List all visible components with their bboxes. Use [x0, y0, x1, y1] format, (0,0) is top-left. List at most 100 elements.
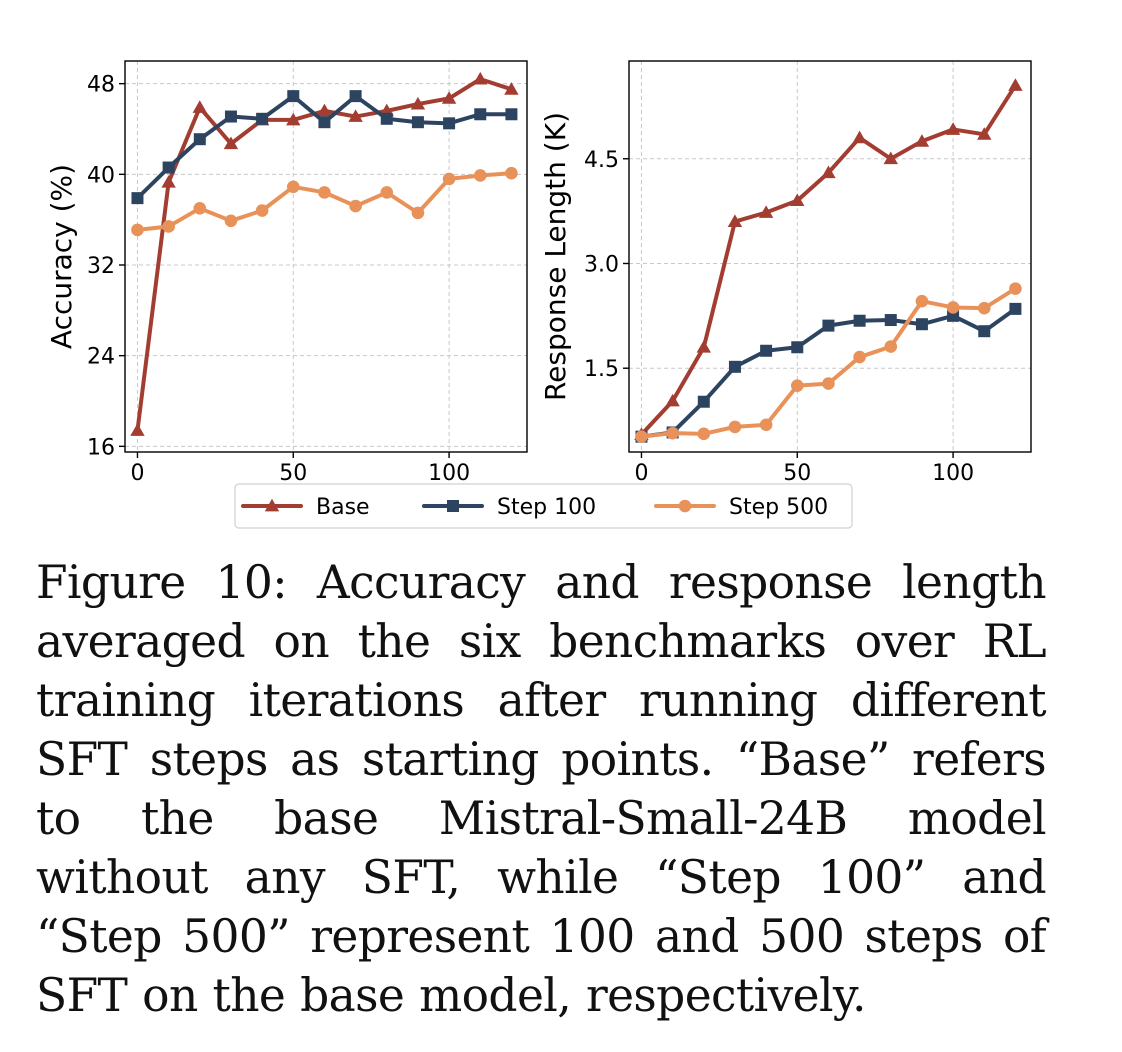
response-length-series-1-point-12	[1009, 302, 1022, 315]
accuracy-series-2-point-0	[131, 223, 144, 237]
accuracy-plot-frame	[124, 60, 528, 453]
response-length-series-2-point-1	[666, 426, 679, 440]
response-length-x-tick-label-2: 100	[932, 461, 974, 486]
response-length-series-1-point-2	[697, 395, 710, 408]
accuracy-y-tick-label-4: 48	[87, 73, 115, 98]
response-length-series-0-point-2	[696, 340, 711, 353]
accuracy-series-0-point-1	[161, 175, 176, 188]
accuracy-y-tick-label-0: 16	[87, 435, 115, 460]
response-length-y-tick-label-1: 3.0	[584, 252, 619, 277]
accuracy-series-2-point-10	[442, 172, 456, 186]
accuracy-series-1-point-7	[349, 90, 362, 103]
accuracy-chart: 0 50 100 16 24 32 40 48 Accuracy (%)	[45, 60, 528, 486]
accuracy-series-1-point-9	[411, 116, 424, 129]
accuracy-y-tick-label-2: 32	[87, 254, 115, 279]
response-length-series-1-point-3	[728, 360, 741, 373]
response-length-y-tick-label-2: 4.5	[584, 148, 619, 173]
accuracy-y-axis-label: Accuracy (%)	[45, 164, 78, 349]
response-length-series-2-point-12	[1009, 282, 1022, 295]
accuracy-series-1-point-3	[224, 110, 237, 123]
accuracy-series-2-point-8	[380, 186, 394, 199]
legend-marker-0	[264, 498, 280, 512]
accuracy-x-tick-label-2: 100	[428, 461, 470, 486]
response-length-series-2-point-7	[853, 350, 866, 364]
response-length-plot-frame	[628, 60, 1032, 453]
response-length-series-0-point-4	[758, 205, 774, 218]
response-length-series-2-point-6	[822, 377, 835, 390]
accuracy-series-0-point-10	[441, 91, 457, 104]
response-length-series-1-point-4	[760, 344, 773, 357]
response-length-series-0-point-3	[727, 214, 743, 227]
accuracy-series-0-point-12	[504, 82, 519, 95]
response-length-x-tick-label-1: 50	[783, 461, 811, 486]
legend: Base Step 100 Step 500	[234, 483, 853, 529]
response-length-series-2-point-2	[697, 427, 711, 441]
response-length-series-0-point-12	[1008, 78, 1023, 91]
accuracy-series-1-point-0	[131, 192, 144, 205]
accuracy-series-1-point-5	[287, 90, 300, 103]
response-length-series-0-point-10	[945, 122, 961, 135]
accuracy-series-line-2	[135, 171, 514, 232]
response-length-series-2-point-3	[728, 420, 742, 434]
figure-caption: Figure 10: Accuracy and response length …	[36, 556, 1047, 1022]
accuracy-series-0-point-2	[192, 100, 207, 113]
response-length-y-axis-label: Response Length (K)	[539, 112, 572, 401]
response-length-series-2-point-8	[884, 340, 898, 353]
accuracy-series-1-point-4	[256, 112, 269, 125]
response-length-series-2-point-10	[946, 301, 960, 314]
accuracy-x-tick-label-1: 50	[279, 461, 307, 486]
legend-marker-1	[447, 500, 459, 512]
response-length-series-1-point-5	[791, 341, 804, 354]
response-length-series-2-point-4	[759, 418, 773, 432]
response-length-series-0-point-11	[977, 127, 992, 140]
accuracy-series-1-point-11	[474, 108, 487, 121]
accuracy-series-0-point-11	[473, 71, 488, 85]
accuracy-series-0-point-0	[130, 423, 145, 436]
response-length-series-2-point-5	[790, 379, 804, 392]
accuracy-series-0-point-5	[286, 112, 301, 126]
accuracy-y-tick-label-1: 24	[87, 345, 115, 370]
accuracy-series-2-point-3	[224, 214, 238, 228]
accuracy-series-2-point-4	[255, 204, 269, 217]
accuracy-series-0-point-3	[223, 136, 239, 150]
response-length-series-2-point-9	[915, 294, 929, 308]
response-length-series-2-point-11	[977, 301, 991, 315]
response-length-chart: 0 50 100 1.5 3.0 4.5 Response Length (K)	[539, 60, 1032, 486]
response-length-y-tick-label-0: 1.5	[584, 357, 619, 382]
accuracy-series-1-point-8	[380, 112, 393, 125]
response-length-x-tick-label-0: 0	[634, 461, 648, 486]
legend-label-0: Base	[316, 495, 370, 520]
accuracy-series-0-point-9	[410, 96, 426, 110]
response-length-series-0-point-5	[790, 193, 805, 207]
legend-label-2: Step 500	[729, 495, 828, 520]
accuracy-y-tick-label-3: 40	[87, 163, 115, 188]
response-length-series-0-point-6	[821, 165, 836, 179]
accuracy-series-2-point-6	[318, 186, 331, 199]
accuracy-series-1-point-1	[162, 161, 175, 174]
response-length-series-2-point-0	[635, 430, 648, 443]
accuracy-series-2-point-5	[286, 180, 300, 194]
accuracy-series-1-point-6	[318, 116, 331, 129]
accuracy-series-0-point-6	[317, 103, 332, 117]
accuracy-series-2-point-9	[411, 206, 425, 220]
response-length-series-0-point-8	[883, 151, 898, 165]
response-length-series-1-point-6	[822, 319, 835, 332]
response-length-series-1-point-11	[978, 325, 991, 338]
legend-box	[234, 483, 853, 529]
accuracy-series-2-point-12	[505, 166, 518, 180]
accuracy-series-2-point-2	[193, 202, 207, 215]
response-length-series-1-point-9	[915, 318, 928, 331]
accuracy-series-2-point-11	[473, 169, 487, 182]
response-length-series-0-point-7	[852, 130, 867, 144]
accuracy-x-tick-label-0: 0	[130, 461, 144, 486]
accuracy-series-1-point-2	[193, 133, 206, 146]
accuracy-series-1-point-10	[443, 117, 456, 130]
response-length-series-1-point-8	[884, 314, 897, 327]
response-length-series-line-2	[639, 286, 1018, 439]
accuracy-series-2-point-1	[162, 220, 175, 233]
accuracy-series-1-point-12	[505, 108, 518, 121]
legend-label-1: Step 100	[497, 495, 596, 520]
figure: 0 50 100 16 24 32 40 48 Accuracy (%) 0 50 100 1.5 3.…	[45, 60, 1032, 529]
accuracy-series-0-point-7	[348, 109, 363, 122]
legend-marker-2	[678, 499, 692, 513]
